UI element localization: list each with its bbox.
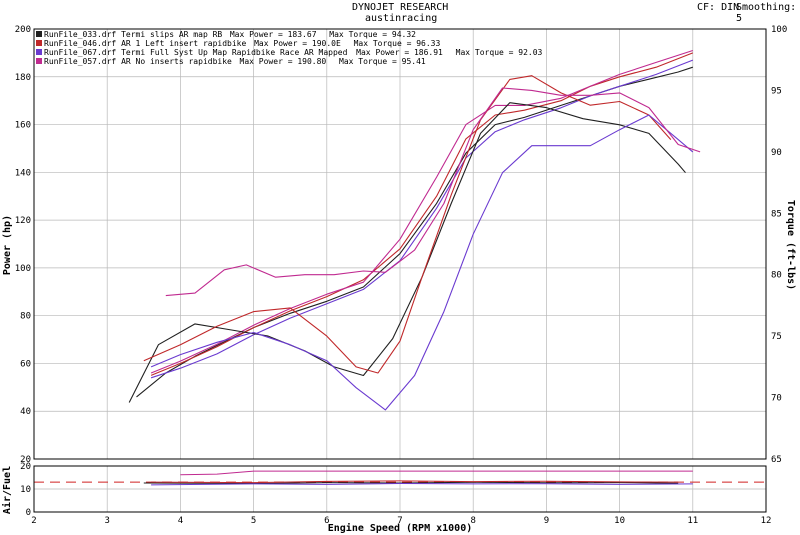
y-tick-label: 180 [15, 73, 31, 83]
y2-tick-label: 90 [771, 148, 782, 158]
af-curve [143, 481, 679, 484]
legend-run: RunFile_057.drf AR No inserts rapidbike [44, 57, 232, 66]
main-plot-frame [33, 28, 767, 460]
chart-subtitle: austinracing [365, 13, 438, 24]
af-grid [33, 465, 767, 513]
cf-label: CF: DIN [697, 2, 740, 13]
y-tick-label: 60 [20, 359, 31, 369]
y-tick-label: 120 [15, 216, 31, 226]
torque-curve [143, 75, 672, 374]
x-tick-label: 4 [178, 516, 183, 526]
legend-run: RunFile_033.drf Termi slips AR map RB [44, 30, 222, 39]
af-curve [151, 483, 693, 486]
torque-curve [165, 87, 701, 297]
x-tick-label: 10 [614, 516, 625, 526]
x-tick-label: 5 [251, 516, 256, 526]
legend-max-torque: Max Torque = 96.33 [354, 39, 441, 48]
legend-swatch [36, 49, 42, 55]
chart-title: DYNOJET RESEARCH [352, 2, 449, 13]
y-tick-label: 100 [15, 264, 31, 274]
y-tick-label: 160 [15, 121, 31, 131]
legend-swatch [36, 40, 42, 46]
x-tick-label: 7 [397, 516, 402, 526]
legend-swatch [36, 31, 42, 37]
power-curve [150, 52, 694, 376]
y-tick-label: 140 [15, 168, 31, 178]
af-plot-frame [33, 465, 767, 513]
y2-tick-label: 70 [771, 394, 782, 404]
x-tick-label: 8 [470, 516, 475, 526]
legend-run: RunFile_046.drf AR 1 Left insert rapidbi… [44, 39, 246, 48]
x-tick-label: 6 [324, 516, 329, 526]
x-tick-label: 3 [104, 516, 109, 526]
legend-max-power: Max Power = 190.80 [240, 57, 327, 66]
x-tick-label: 2 [31, 516, 36, 526]
y2-tick-label: 100 [771, 25, 787, 35]
af-curve [180, 470, 693, 476]
y2-tick-label: 75 [771, 332, 782, 342]
legend-max-power: Max Power = 183.67 [230, 30, 317, 39]
legend-max-power: Max Power = 186.91 [356, 48, 443, 57]
af-axes: 0 10 20 2 3 4 5 6 7 8 9 10 11 12 [20, 462, 771, 526]
af-curves [143, 470, 693, 486]
x-tick-label: 11 [687, 516, 698, 526]
y-tick-label: 80 [20, 312, 31, 322]
y2-tick-label: 80 [771, 271, 782, 281]
af-curve [151, 480, 679, 484]
af-y-tick-label: 0 [26, 508, 31, 518]
af-axis-label: Air/Fuel [1, 466, 13, 514]
torque-curve [150, 114, 694, 411]
y2-tick-label: 65 [771, 455, 782, 465]
y2-tick-label: 95 [771, 86, 782, 96]
af-y-tick-label: 10 [20, 485, 31, 495]
smoothing-label: Smoothing: 5 [736, 2, 797, 24]
legend-max-torque: Max Torque = 92.03 [456, 48, 543, 57]
legend-max-torque: Max Torque = 94.32 [329, 30, 416, 39]
y-tick-label: 40 [20, 407, 31, 417]
x-axis-label: Engine Speed (RPM x1000) [328, 522, 473, 534]
y-tick-label: 200 [15, 25, 31, 35]
x-tick-label: 12 [761, 516, 772, 526]
y-tick-label: 20 [20, 455, 31, 465]
legend-swatch [36, 58, 42, 64]
legend: RunFile_033.drf Termi slips AR map RB Max… [36, 30, 543, 66]
main-axes: 20 40 60 80 100 120 140 160 180 200 65 70 75 80 85 90 95… [15, 25, 788, 465]
main-curves [128, 49, 701, 411]
main-grid [33, 28, 767, 460]
x-tick-label: 9 [544, 516, 549, 526]
y2-tick-label: 85 [771, 209, 782, 219]
legend-max-torque: Max Torque = 95.41 [339, 57, 426, 66]
power-curve [150, 59, 694, 379]
y-axis-label: Power (hp) [2, 215, 13, 275]
af-y-tick-label: 20 [20, 462, 31, 472]
y2-axis-label: Torque (ft-lbs) [785, 200, 796, 290]
legend-run: RunFile_067.drf Termi Full Syst Up Map R… [44, 48, 348, 57]
legend-max-power: Max Power = 190.0E [254, 39, 341, 48]
